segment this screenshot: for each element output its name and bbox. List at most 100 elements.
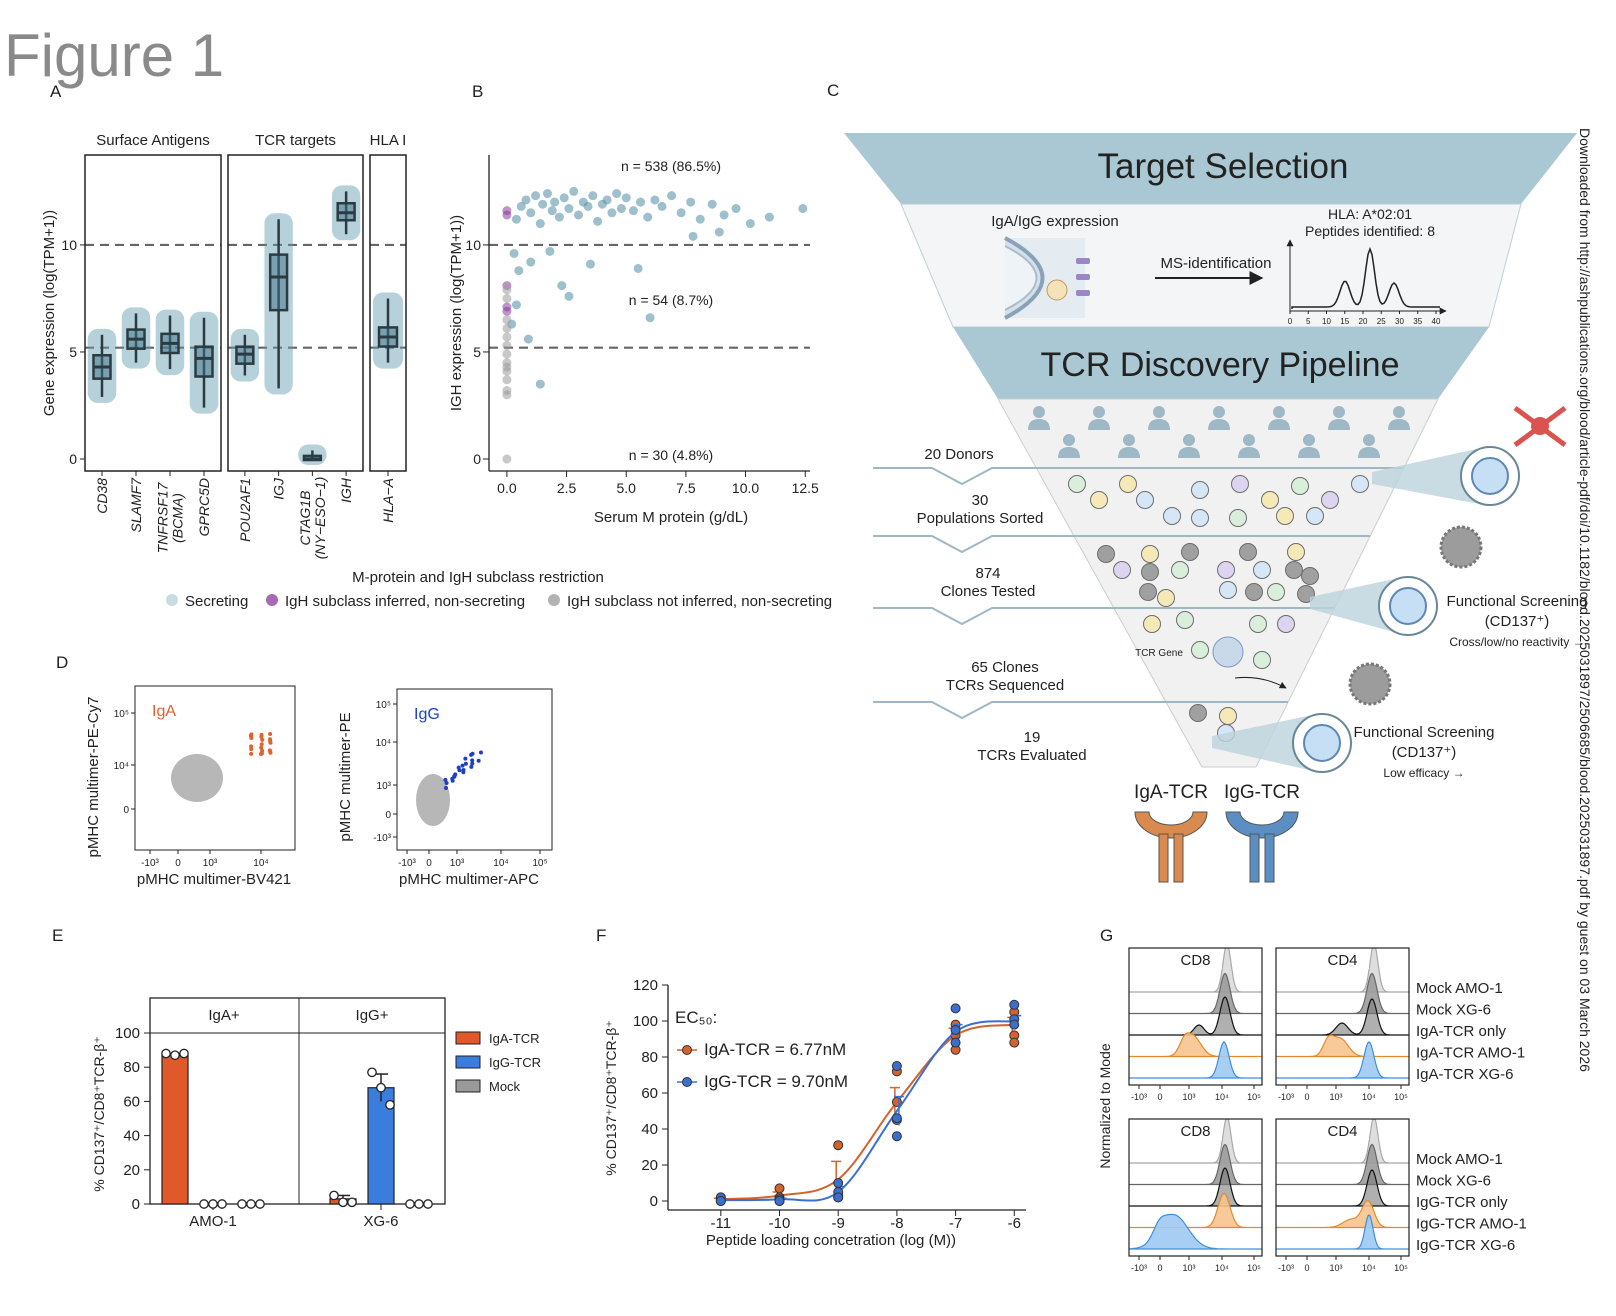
point [502, 332, 512, 342]
x-tick-label: CTAG1B [297, 491, 313, 546]
histogram [1276, 1200, 1409, 1229]
step-label: 874 [975, 565, 1000, 582]
x-tick-label: 25 [1377, 317, 1386, 326]
histogram [1129, 1041, 1262, 1079]
donor-icon [1268, 419, 1290, 430]
point [715, 1196, 726, 1206]
y-axis-label: pMHC multimer-PE [337, 712, 354, 841]
cell [1351, 475, 1369, 493]
y-axis-label: IGH expression (log(TPM+1)) [448, 215, 465, 411]
y-tick-label: 60 [641, 1085, 658, 1102]
point [559, 193, 569, 203]
cell [1253, 651, 1271, 669]
point [891, 1061, 902, 1071]
box [194, 345, 214, 378]
donor-icon [1153, 406, 1165, 418]
y-tick-label: 10⁴ [114, 761, 129, 772]
event [463, 761, 468, 766]
stage-title: Target Selection [1098, 147, 1349, 186]
donor-icon [1333, 406, 1345, 418]
x-tick-label: 0 [1288, 317, 1293, 326]
title-bg [1316, 1121, 1369, 1140]
cell [1157, 589, 1175, 607]
histograms [1276, 948, 1409, 1079]
event [444, 786, 448, 790]
donor-icon [1298, 447, 1320, 458]
donor-icon [1363, 434, 1375, 446]
point [833, 1178, 844, 1188]
x-tick-label: 10⁵ [1394, 1092, 1408, 1102]
nucleus [1046, 279, 1068, 301]
plot-frame [1128, 1118, 1263, 1257]
x-tick-label: -7 [949, 1215, 962, 1232]
row-label: IgA-TCR XG-6 [1416, 1066, 1514, 1083]
x-tick-label: 10⁴ [1215, 1092, 1229, 1102]
cell [1267, 583, 1285, 601]
x-tick-label: -9 [832, 1215, 845, 1232]
y-axis-label: % CD137⁺/CD8⁺TCR-β⁺ [603, 1020, 619, 1175]
y-tick-label: 100 [115, 1025, 140, 1042]
event [470, 751, 475, 756]
point [535, 379, 545, 389]
annotation: n = 54 (8.7%) [629, 292, 713, 308]
point [1009, 999, 1020, 1010]
point [628, 206, 638, 216]
plot-title: CD8 [1180, 1123, 1210, 1140]
cell [1285, 561, 1303, 579]
y-tick-label: 0 [650, 1193, 658, 1210]
screen-label: Cross/low/no reactivity → [1449, 635, 1584, 649]
histogram [1276, 1214, 1409, 1250]
text: MS-identification [1161, 255, 1272, 272]
y-tick-label: 10⁵ [376, 700, 391, 711]
point [686, 197, 696, 207]
point [607, 208, 617, 218]
legend-title: EC₅₀: [675, 1008, 717, 1027]
point [547, 206, 557, 216]
y-tick-label: 60 [123, 1093, 140, 1110]
x-tick-label: 0 [426, 858, 432, 869]
x-tick-label: 10⁵ [1394, 1263, 1408, 1273]
point [688, 231, 698, 241]
cell [1119, 475, 1137, 493]
histogram [1129, 972, 1262, 1015]
y-tick-label: 0 [473, 451, 481, 467]
point [526, 257, 536, 267]
point [676, 208, 686, 218]
event [259, 732, 264, 737]
panel-label: C [827, 81, 839, 100]
legend-title: M-protein and IgH subclass restriction [352, 569, 604, 586]
point [538, 199, 548, 209]
event [260, 737, 265, 742]
y-axis-label: % CD137⁺/CD8⁺TCR-β⁺ [91, 1036, 107, 1191]
point [585, 259, 595, 269]
point [593, 216, 603, 226]
funnel-band [953, 327, 1489, 399]
x-tick-label: HLA−A [380, 478, 396, 523]
point [1009, 1019, 1020, 1030]
point [621, 193, 631, 203]
cell [1163, 507, 1181, 525]
x-tick-label: IGH [338, 477, 354, 503]
point [338, 1197, 348, 1208]
donor-icon [1388, 419, 1410, 430]
row-label: IgA-TCR AMO-1 [1416, 1045, 1525, 1062]
cell [1090, 491, 1108, 509]
x-tick-label: -10³ [1131, 1092, 1147, 1102]
point [199, 1199, 209, 1209]
cell [1306, 507, 1324, 525]
donor-icon [1358, 447, 1380, 458]
screen-label: (CD137⁺) [1485, 613, 1550, 630]
y-axis-label: pMHC multimer-PE-Cy7 [85, 697, 102, 858]
point [636, 197, 646, 207]
cell [1287, 543, 1305, 561]
legend-marker [266, 594, 278, 606]
x-tick-label: 10⁵ [1247, 1263, 1261, 1273]
point [405, 1199, 415, 1209]
point [217, 1199, 227, 1209]
facet-title: HLA I [370, 132, 407, 149]
plot-frame [1275, 947, 1410, 1086]
point [950, 1037, 961, 1048]
facet-title: IgG+ [356, 1007, 389, 1024]
point [764, 212, 774, 222]
event [478, 750, 483, 755]
